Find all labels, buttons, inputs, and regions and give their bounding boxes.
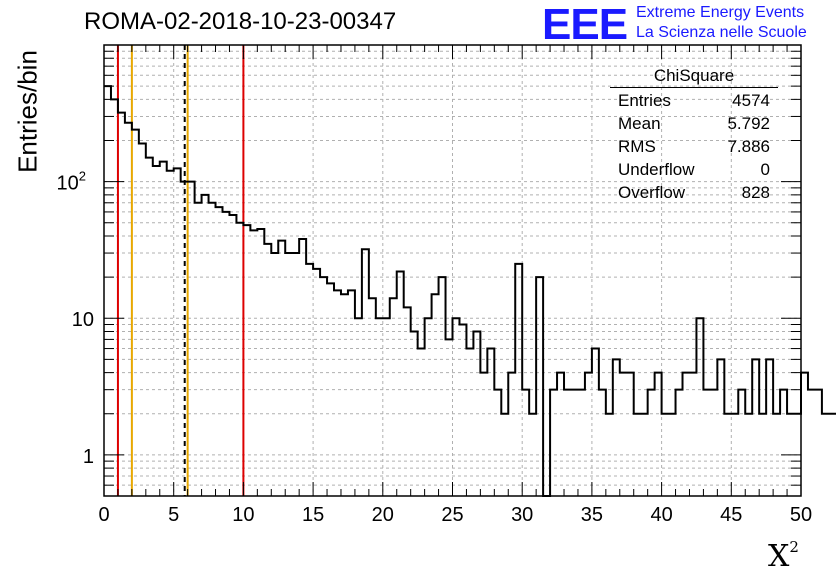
stats-box: ChiSquare Entries 4574 Mean 5.792 RMS 7.886 Un… xyxy=(610,66,778,206)
stats-row: Underflow 0 xyxy=(610,160,778,183)
org-tagline: La Scienza nelle Scuole xyxy=(636,24,807,41)
stats-label: Overflow xyxy=(618,183,686,202)
stats-value: 4574 xyxy=(732,91,770,110)
stats-label: Mean xyxy=(618,114,661,133)
x-tick-label: 10 xyxy=(232,504,254,526)
stats-value: 828 xyxy=(741,183,770,202)
stats-value: 5.792 xyxy=(727,114,770,133)
x-tick-label: 30 xyxy=(511,504,533,526)
grid-lines xyxy=(104,45,801,497)
org-name: Extreme Energy Events xyxy=(636,4,805,21)
histogram-series xyxy=(104,85,836,497)
reference-lines xyxy=(116,45,245,496)
y-axis-label: Entries/bin xyxy=(12,50,43,173)
x-tick-label: 20 xyxy=(372,504,394,526)
x-tick-label: 45 xyxy=(720,504,742,526)
y-tick-label: 1 xyxy=(83,446,94,468)
y-tick-labels: 1 10 102 xyxy=(57,169,94,468)
x-axis-label: X2 xyxy=(768,538,799,574)
stats-row: Overflow 828 xyxy=(610,183,778,206)
y-tick-label: 10 xyxy=(72,309,94,331)
x-tick-label: 50 xyxy=(790,504,812,526)
run-title: ROMA-02-2018-10-23-00347 xyxy=(84,8,397,35)
stats-label: Entries xyxy=(618,91,671,110)
stats-row: Mean 5.792 xyxy=(610,114,778,137)
x-tick-label: 35 xyxy=(581,504,603,526)
x-tick-label: 0 xyxy=(98,504,109,526)
stats-label: Underflow xyxy=(618,160,695,179)
stats-value: 7.886 xyxy=(727,137,770,156)
y-tick-label: 102 xyxy=(57,169,86,195)
eee-logo: EEE xyxy=(542,0,628,49)
x-tick-label: 15 xyxy=(302,504,324,526)
x-tick-label: 40 xyxy=(650,504,672,526)
stats-label: RMS xyxy=(618,137,656,156)
x-tick-label: 5 xyxy=(168,504,179,526)
x-tick-labels: 0 5 10 15 20 25 30 35 40 45 50 xyxy=(98,504,812,526)
stats-value: 0 xyxy=(760,160,770,179)
x-tick-label: 25 xyxy=(441,504,463,526)
axis-ticks xyxy=(103,45,802,497)
stats-title: ChiSquare xyxy=(610,66,778,88)
stats-row: Entries 4574 xyxy=(610,91,778,114)
stats-row: RMS 7.886 xyxy=(610,137,778,160)
